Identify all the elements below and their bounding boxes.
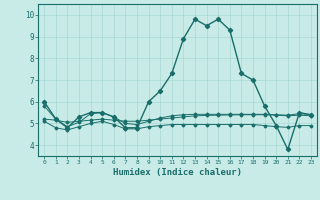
X-axis label: Humidex (Indice chaleur): Humidex (Indice chaleur) (113, 168, 242, 177)
